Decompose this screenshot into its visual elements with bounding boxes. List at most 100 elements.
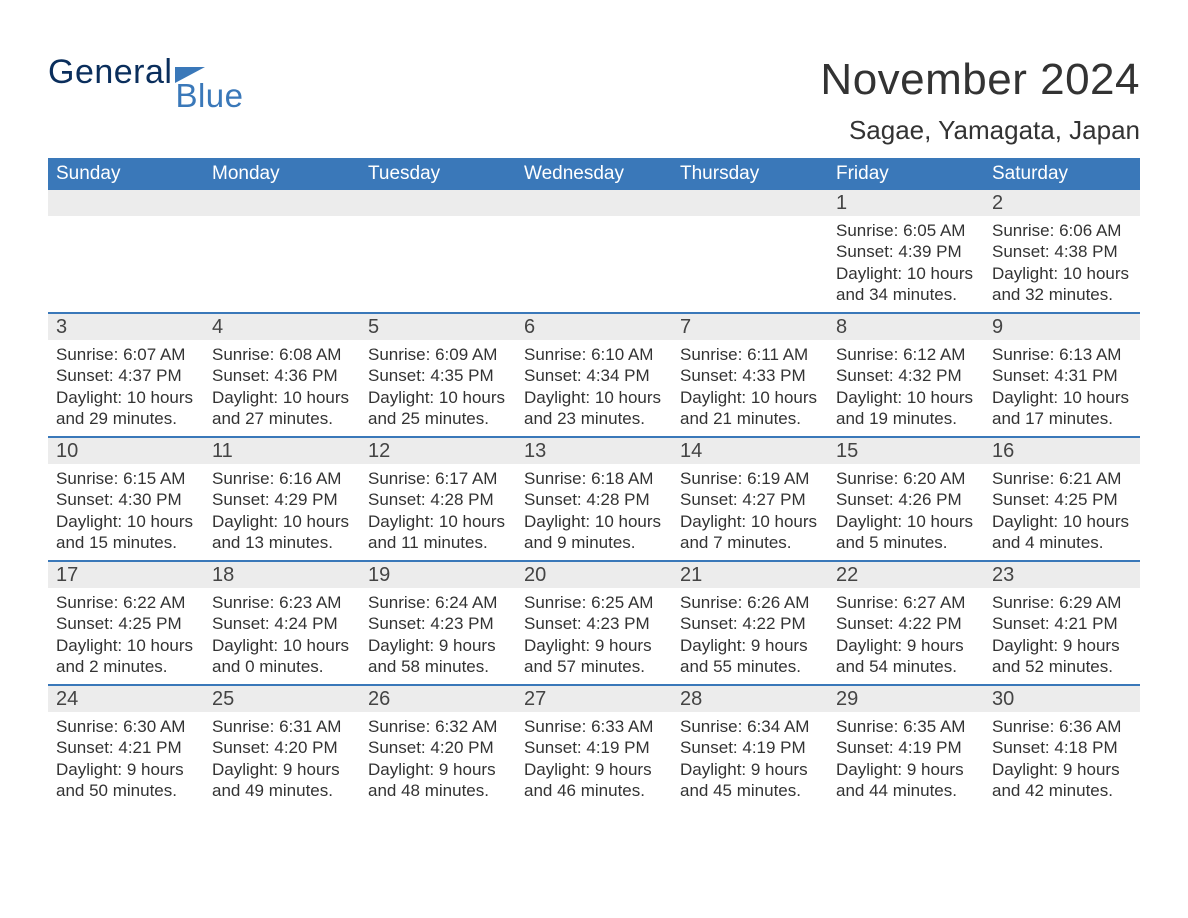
cell-line: and 46 minutes. <box>524 780 666 801</box>
day-header: Monday <box>204 163 360 185</box>
cell-line: Sunrise: 6:29 AM <box>992 592 1134 613</box>
day-number: 24 <box>48 686 204 712</box>
cell-body <box>516 216 672 224</box>
day-number: 12 <box>360 438 516 464</box>
cell-line: Daylight: 10 hours <box>992 387 1134 408</box>
cell-line: Sunrise: 6:35 AM <box>836 716 978 737</box>
cell-body: Sunrise: 6:27 AMSunset: 4:22 PMDaylight:… <box>828 588 984 681</box>
calendar-cell: 21Sunrise: 6:26 AMSunset: 4:22 PMDayligh… <box>672 562 828 684</box>
day-header: Saturday <box>984 163 1140 185</box>
cell-line: Daylight: 9 hours <box>212 759 354 780</box>
cell-line: Sunset: 4:24 PM <box>212 613 354 634</box>
calendar-cell <box>204 190 360 312</box>
day-number: 13 <box>516 438 672 464</box>
calendar-cell: 7Sunrise: 6:11 AMSunset: 4:33 PMDaylight… <box>672 314 828 436</box>
cell-line: and 50 minutes. <box>56 780 198 801</box>
cell-body: Sunrise: 6:17 AMSunset: 4:28 PMDaylight:… <box>360 464 516 557</box>
cell-body: Sunrise: 6:33 AMSunset: 4:19 PMDaylight:… <box>516 712 672 805</box>
day-number: 11 <box>204 438 360 464</box>
cell-line: Sunrise: 6:05 AM <box>836 220 978 241</box>
cell-line: Sunset: 4:28 PM <box>368 489 510 510</box>
cell-line: Sunrise: 6:33 AM <box>524 716 666 737</box>
cell-line: Sunset: 4:25 PM <box>56 613 198 634</box>
day-number: 30 <box>984 686 1140 712</box>
cell-line: Sunrise: 6:08 AM <box>212 344 354 365</box>
day-header: Tuesday <box>360 163 516 185</box>
logo-text-general: General <box>48 55 172 91</box>
cell-line: Daylight: 9 hours <box>56 759 198 780</box>
cell-line: Sunset: 4:19 PM <box>524 737 666 758</box>
week-row: 1Sunrise: 6:05 AMSunset: 4:39 PMDaylight… <box>48 190 1140 312</box>
cell-line: and 7 minutes. <box>680 532 822 553</box>
day-number <box>516 190 672 216</box>
cell-line: Sunrise: 6:12 AM <box>836 344 978 365</box>
cell-line: and 49 minutes. <box>212 780 354 801</box>
day-number <box>360 190 516 216</box>
calendar-cell: 2Sunrise: 6:06 AMSunset: 4:38 PMDaylight… <box>984 190 1140 312</box>
cell-line: Sunset: 4:19 PM <box>680 737 822 758</box>
cell-line: Sunrise: 6:06 AM <box>992 220 1134 241</box>
cell-line: Daylight: 9 hours <box>368 759 510 780</box>
cell-line: Sunrise: 6:26 AM <box>680 592 822 613</box>
cell-line: Sunrise: 6:20 AM <box>836 468 978 489</box>
day-number: 27 <box>516 686 672 712</box>
cell-body: Sunrise: 6:09 AMSunset: 4:35 PMDaylight:… <box>360 340 516 433</box>
cell-body <box>672 216 828 224</box>
cell-line: and 45 minutes. <box>680 780 822 801</box>
cell-body <box>360 216 516 224</box>
day-header-row: SundayMondayTuesdayWednesdayThursdayFrid… <box>48 158 1140 190</box>
cell-line: Sunset: 4:22 PM <box>680 613 822 634</box>
day-header: Wednesday <box>516 163 672 185</box>
cell-line: and 17 minutes. <box>992 408 1134 429</box>
cell-line: Daylight: 9 hours <box>836 635 978 656</box>
calendar-cell: 23Sunrise: 6:29 AMSunset: 4:21 PMDayligh… <box>984 562 1140 684</box>
cell-line: and 21 minutes. <box>680 408 822 429</box>
cell-line: Sunset: 4:25 PM <box>992 489 1134 510</box>
cell-line: Daylight: 9 hours <box>836 759 978 780</box>
cell-line: and 32 minutes. <box>992 284 1134 305</box>
day-number: 1 <box>828 190 984 216</box>
calendar-cell: 24Sunrise: 6:30 AMSunset: 4:21 PMDayligh… <box>48 686 204 808</box>
cell-body: Sunrise: 6:18 AMSunset: 4:28 PMDaylight:… <box>516 464 672 557</box>
calendar-cell: 3Sunrise: 6:07 AMSunset: 4:37 PMDaylight… <box>48 314 204 436</box>
day-number: 4 <box>204 314 360 340</box>
cell-line: Daylight: 10 hours <box>680 387 822 408</box>
cell-line: and 52 minutes. <box>992 656 1134 677</box>
cell-body <box>204 216 360 224</box>
cell-line: Daylight: 10 hours <box>212 511 354 532</box>
day-number: 28 <box>672 686 828 712</box>
cell-line: and 27 minutes. <box>212 408 354 429</box>
weeks-container: 1Sunrise: 6:05 AMSunset: 4:39 PMDaylight… <box>48 190 1140 808</box>
cell-body: Sunrise: 6:32 AMSunset: 4:20 PMDaylight:… <box>360 712 516 805</box>
cell-body: Sunrise: 6:34 AMSunset: 4:19 PMDaylight:… <box>672 712 828 805</box>
cell-line: Sunrise: 6:16 AM <box>212 468 354 489</box>
cell-line: Sunset: 4:20 PM <box>212 737 354 758</box>
calendar-cell: 17Sunrise: 6:22 AMSunset: 4:25 PMDayligh… <box>48 562 204 684</box>
cell-line: Sunrise: 6:31 AM <box>212 716 354 737</box>
week-row: 10Sunrise: 6:15 AMSunset: 4:30 PMDayligh… <box>48 436 1140 560</box>
cell-line: Sunset: 4:22 PM <box>836 613 978 634</box>
logo-text-blue: Blue <box>175 79 243 114</box>
day-number: 14 <box>672 438 828 464</box>
cell-line: and 2 minutes. <box>56 656 198 677</box>
calendar-cell: 8Sunrise: 6:12 AMSunset: 4:32 PMDaylight… <box>828 314 984 436</box>
day-number: 22 <box>828 562 984 588</box>
week-row: 3Sunrise: 6:07 AMSunset: 4:37 PMDaylight… <box>48 312 1140 436</box>
cell-line: Sunset: 4:21 PM <box>992 613 1134 634</box>
calendar-cell: 5Sunrise: 6:09 AMSunset: 4:35 PMDaylight… <box>360 314 516 436</box>
cell-line: and 9 minutes. <box>524 532 666 553</box>
calendar-cell: 13Sunrise: 6:18 AMSunset: 4:28 PMDayligh… <box>516 438 672 560</box>
cell-body <box>48 216 204 224</box>
cell-line: Sunrise: 6:36 AM <box>992 716 1134 737</box>
week-row: 17Sunrise: 6:22 AMSunset: 4:25 PMDayligh… <box>48 560 1140 684</box>
calendar-cell: 29Sunrise: 6:35 AMSunset: 4:19 PMDayligh… <box>828 686 984 808</box>
day-number: 16 <box>984 438 1140 464</box>
day-number <box>48 190 204 216</box>
day-number: 7 <box>672 314 828 340</box>
cell-body: Sunrise: 6:35 AMSunset: 4:19 PMDaylight:… <box>828 712 984 805</box>
day-number: 25 <box>204 686 360 712</box>
cell-body: Sunrise: 6:08 AMSunset: 4:36 PMDaylight:… <box>204 340 360 433</box>
day-number: 2 <box>984 190 1140 216</box>
cell-line: and 58 minutes. <box>368 656 510 677</box>
cell-line: and 19 minutes. <box>836 408 978 429</box>
